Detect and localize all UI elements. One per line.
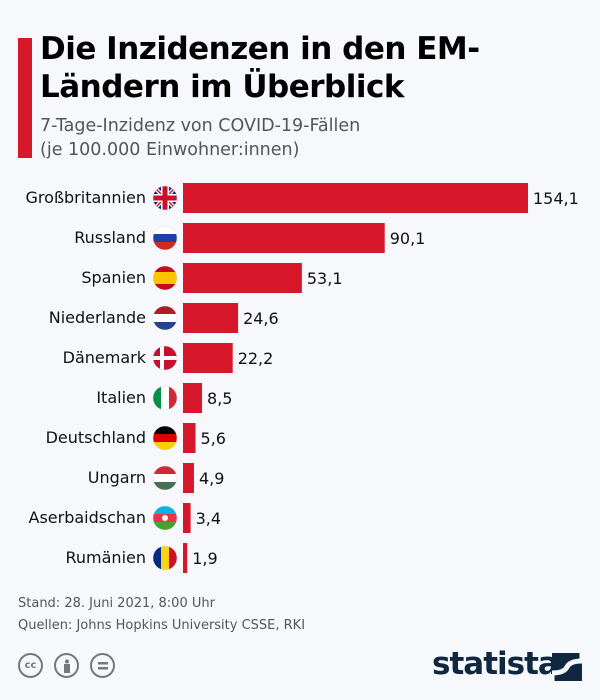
flag-hungary-icon xyxy=(152,465,178,491)
bar xyxy=(183,423,196,453)
chart-subtitle: 7-Tage-Inzidenz von COVID-19-Fällen (je … xyxy=(40,114,360,162)
subtitle-line-1: 7-Tage-Inzidenz von COVID-19-Fällen xyxy=(40,116,361,136)
category-label: Rumänien xyxy=(66,548,147,567)
flag-italy-icon xyxy=(152,385,178,411)
category-label: Italien xyxy=(96,388,146,407)
category-label: Großbritannien xyxy=(26,188,146,207)
chart-title: Die Inzidenzen in den EM-Ländern im Über… xyxy=(40,31,480,105)
title-accent-bar xyxy=(18,38,32,158)
no-derivatives-icon[interactable] xyxy=(90,653,115,678)
bar xyxy=(183,183,528,213)
value-label: 3,4 xyxy=(196,509,221,528)
cc-license-icon[interactable]: cc xyxy=(18,653,43,678)
flag-denmark-icon xyxy=(152,345,178,371)
value-label: 5,6 xyxy=(201,429,226,448)
bar xyxy=(183,383,203,413)
flag-uk-icon xyxy=(152,185,178,211)
value-label: 154,1 xyxy=(533,189,579,208)
category-label: Ungarn xyxy=(88,468,146,487)
value-label: 90,1 xyxy=(390,229,426,248)
value-label: 8,5 xyxy=(207,389,232,408)
category-label: Dänemark xyxy=(63,348,147,367)
stand-note: Stand: 28. Juni 2021, 8:00 Uhr xyxy=(18,596,215,611)
cc-label: cc xyxy=(24,660,37,671)
bar xyxy=(183,503,191,533)
category-label: Spanien xyxy=(81,268,146,287)
bar-chart: Großbritannien 154,1 Russland 90,1 Spanien 53… xyxy=(26,183,579,573)
flag-netherlands-icon xyxy=(152,305,178,331)
flag-romania-icon xyxy=(152,545,178,571)
bar xyxy=(183,463,194,493)
category-label: Niederlande xyxy=(49,308,146,327)
value-label: 24,6 xyxy=(243,309,279,328)
attribution-icon[interactable] xyxy=(54,653,79,678)
flag-germany-icon xyxy=(152,425,178,451)
category-label: Deutschland xyxy=(46,428,146,447)
bar xyxy=(183,303,239,333)
category-label: Aserbaidschan xyxy=(29,508,146,527)
flag-russia-icon xyxy=(152,225,178,251)
statista-logo[interactable]: statista xyxy=(432,646,559,682)
bar xyxy=(183,263,302,293)
bar xyxy=(183,543,188,573)
value-label: 1,9 xyxy=(192,549,217,568)
bar xyxy=(183,223,385,253)
value-label: 4,9 xyxy=(199,469,224,488)
value-label: 22,2 xyxy=(238,349,274,368)
statista-logo-mark xyxy=(552,653,582,681)
category-label: Russland xyxy=(74,228,146,247)
value-label: 53,1 xyxy=(307,269,343,288)
sources-note: Quellen: Johns Hopkins University CSSE, … xyxy=(18,618,306,633)
flag-spain-icon xyxy=(152,265,178,291)
person-icon xyxy=(63,659,70,673)
bar xyxy=(183,343,233,373)
flag-azerbaijan-icon xyxy=(152,505,178,531)
subtitle-line-2: (je 100.000 Einwohner:innen) xyxy=(40,140,300,160)
equals-icon xyxy=(97,661,108,669)
